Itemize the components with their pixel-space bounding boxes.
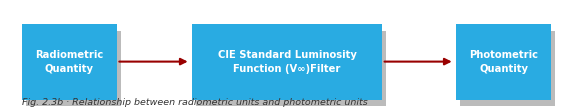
- Bar: [460, 31, 555, 106]
- Bar: [456, 24, 551, 100]
- Bar: [22, 24, 117, 100]
- Text: CIE Standard Luminosity
Function (V∞)Filter: CIE Standard Luminosity Function (V∞)Fil…: [218, 50, 356, 74]
- Text: Photometric
Quantity: Photometric Quantity: [469, 50, 538, 74]
- Text: Radiometric
Quantity: Radiometric Quantity: [35, 50, 103, 74]
- Text: Fig. 2.3b · Relationship between radiometric units and photometric units: Fig. 2.3b · Relationship between radiome…: [22, 98, 367, 107]
- Bar: [192, 24, 382, 100]
- Bar: [196, 31, 386, 106]
- Bar: [26, 31, 121, 106]
